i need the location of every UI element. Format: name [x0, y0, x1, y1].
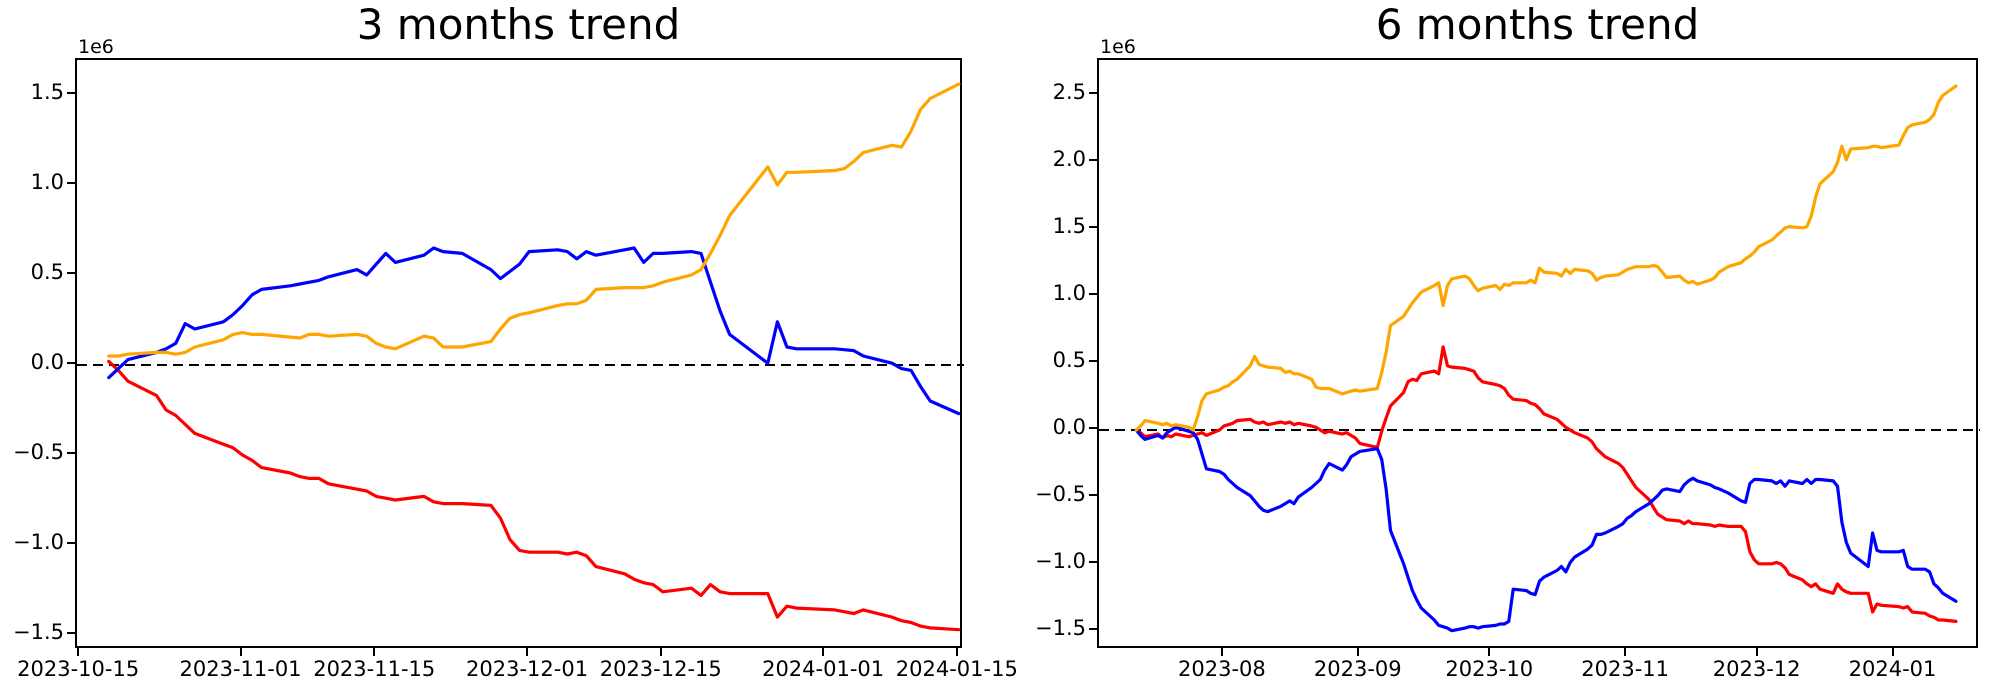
series-svg — [77, 82, 964, 632]
x-tick-label: 2023-12-15 — [599, 657, 722, 681]
x-tick-mark — [822, 648, 825, 656]
y-tick-label: 1.5 — [30, 79, 64, 104]
chart-title: 3 months trend — [356, 0, 681, 49]
x-tick-label: 2023-11-01 — [179, 657, 302, 681]
plot-area — [1097, 58, 1980, 648]
orange-series-line — [1134, 84, 1958, 432]
y-tick-mark — [1089, 159, 1097, 162]
y-tick-label: 0.0 — [30, 349, 64, 374]
y-tick-mark — [67, 181, 75, 184]
x-tick-label: 2024-01 — [1848, 657, 1937, 681]
x-tick-label: 2024-01-15 — [895, 657, 1018, 681]
x-tick-label: 2023-10 — [1445, 657, 1534, 681]
x-tick-mark — [659, 648, 662, 656]
y-tick-label: −0.5 — [13, 440, 64, 464]
x-tick-mark — [955, 648, 958, 656]
x-tick-label: 2023-12 — [1712, 657, 1801, 681]
x-tick-mark — [77, 648, 80, 656]
y-tick-label: 0.0 — [1052, 415, 1086, 439]
x-tick-label: 2023-09 — [1313, 657, 1402, 681]
y-tick-mark — [67, 632, 75, 635]
y-axis-multiplier-label: 1e6 — [78, 36, 114, 58]
y-tick-mark — [67, 91, 75, 94]
x-tick-label: 2024-01-01 — [762, 657, 885, 681]
blue-series-line — [107, 246, 961, 416]
y-tick-mark — [1089, 293, 1097, 296]
y-tick-mark — [1089, 427, 1097, 429]
y-tick-mark — [1089, 493, 1097, 496]
x-tick-mark — [373, 648, 376, 656]
x-tick-label: 2023-11 — [1581, 657, 1670, 681]
x-tick-mark — [1755, 648, 1758, 656]
x-tick-mark — [1624, 648, 1627, 656]
y-tick-label: 1.0 — [30, 169, 64, 194]
y-tick-label: 1.5 — [1052, 214, 1086, 239]
y-tick-label: 1.0 — [1052, 281, 1086, 306]
y-tick-mark — [67, 542, 75, 545]
plot-area — [75, 58, 964, 648]
y-tick-label: 0.5 — [1052, 348, 1086, 373]
y-tick-label: 2.5 — [1052, 80, 1086, 105]
y-tick-label: −0.5 — [1035, 481, 1086, 506]
y-tick-label: −1.0 — [1035, 548, 1086, 573]
y-tick-mark — [1089, 360, 1097, 363]
y-tick-label: −1.5 — [13, 620, 64, 645]
orange-series-line — [107, 82, 961, 358]
blue-series-line — [1134, 425, 1958, 633]
y-tick-label: −1.5 — [1035, 615, 1086, 640]
chart-title: 6 months trend — [1375, 0, 1700, 49]
y-axis-multiplier-label: 1e6 — [1100, 36, 1136, 58]
x-tick-label: 2023-08 — [1178, 657, 1266, 681]
x-tick-mark — [1220, 648, 1223, 656]
y-tick-mark — [67, 271, 75, 274]
x-tick-label: 2023-10-15 — [17, 657, 140, 681]
y-tick-mark — [67, 361, 75, 364]
series-svg — [1099, 84, 1980, 633]
y-tick-mark — [1089, 627, 1097, 630]
x-tick-mark — [1488, 648, 1491, 656]
y-tick-label: −1.0 — [13, 530, 64, 555]
y-tick-mark — [67, 452, 75, 454]
y-tick-mark — [1089, 92, 1097, 95]
red-series-line — [107, 359, 961, 632]
y-tick-label: 0.5 — [30, 259, 64, 284]
x-tick-mark — [1356, 648, 1359, 656]
x-tick-mark — [1891, 648, 1894, 656]
y-tick-mark — [1089, 560, 1097, 563]
x-tick-label: 2023-12-01 — [466, 657, 589, 681]
x-tick-label: 2023-11-15 — [313, 657, 436, 681]
y-tick-label: 2.0 — [1052, 147, 1086, 172]
red-series-line — [1134, 345, 1958, 624]
y-tick-mark — [1089, 226, 1097, 229]
x-tick-mark — [239, 648, 242, 656]
x-tick-mark — [526, 648, 529, 656]
